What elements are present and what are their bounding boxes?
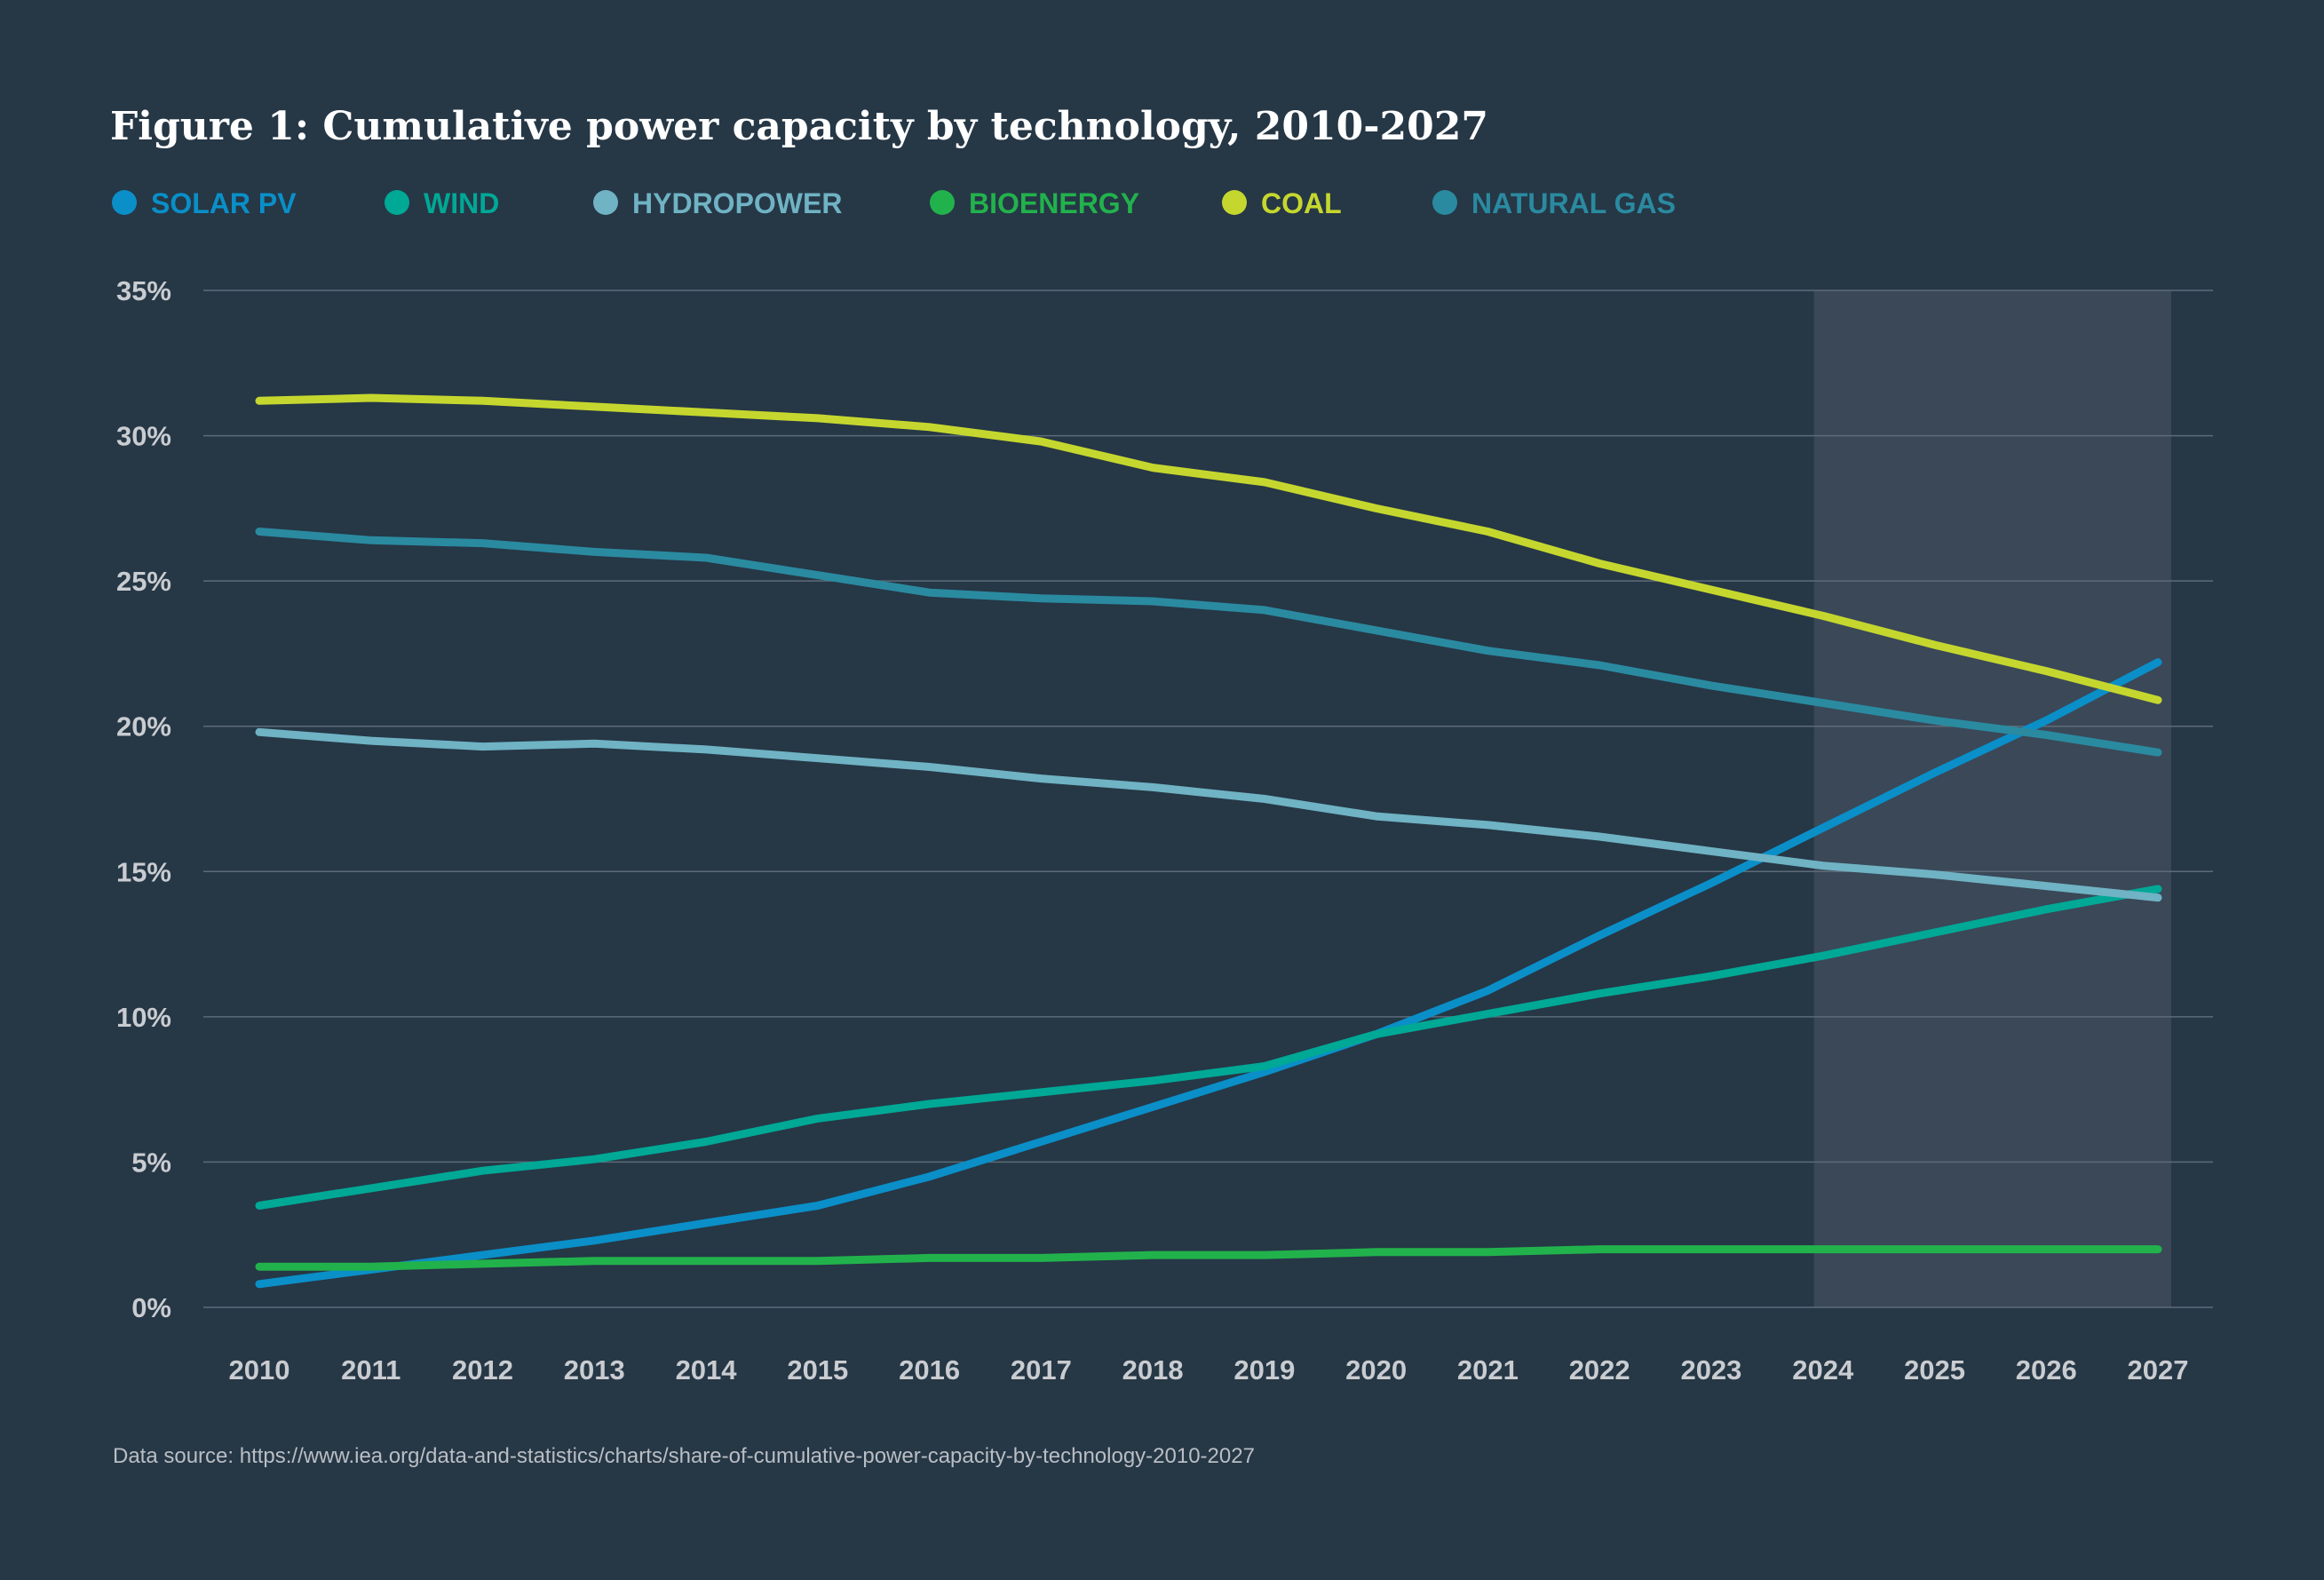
y-tick-label: 25% — [116, 566, 171, 597]
legend-item: NATURAL GAS — [1432, 187, 1676, 219]
x-tick-label: 2020 — [1345, 1354, 1407, 1385]
y-tick-label: 5% — [131, 1147, 171, 1178]
legend-marker — [1432, 190, 1457, 215]
legend-label: COAL — [1261, 187, 1342, 219]
y-tick-label: 15% — [116, 856, 171, 887]
legend-item: HYDROPOWER — [593, 187, 842, 219]
series-line-hydropower — [255, 727, 2162, 902]
x-tick-label: 2027 — [2128, 1354, 2189, 1385]
x-tick-label: 2011 — [341, 1354, 401, 1385]
y-tick-label: 35% — [116, 275, 171, 306]
legend-marker — [112, 190, 137, 215]
x-tick-label: 2026 — [2016, 1354, 2077, 1385]
legend-marker — [593, 190, 618, 215]
x-tick-label: 2025 — [1904, 1354, 1965, 1385]
x-tick-label: 2021 — [1457, 1354, 1519, 1385]
x-tick-label: 2013 — [564, 1354, 625, 1385]
legend-marker — [1222, 190, 1247, 215]
series-line-natural-gas — [255, 528, 2162, 757]
legend-label: SOLAR PV — [151, 187, 297, 219]
legend-item: COAL — [1222, 187, 1342, 219]
legend-item: SOLAR PV — [112, 187, 297, 219]
legend-marker — [385, 190, 409, 215]
x-tick-label: 2014 — [676, 1354, 738, 1385]
legend-marker — [930, 190, 955, 215]
x-tick-label: 2010 — [229, 1354, 290, 1385]
x-tick-label: 2018 — [1122, 1354, 1184, 1385]
series-line-bioenergy — [255, 1245, 2162, 1271]
forecast-shading — [1813, 290, 2171, 1307]
x-tick-label: 2023 — [1680, 1354, 1741, 1385]
x-tick-label: 2012 — [452, 1354, 513, 1385]
legend-label: BIOENERGY — [969, 187, 1139, 219]
series-line-coal — [255, 393, 2162, 704]
y-tick-label: 20% — [116, 711, 171, 742]
x-tick-label: 2024 — [1792, 1354, 1854, 1385]
legend-item: BIOENERGY — [930, 187, 1139, 219]
chart-title: Figure 1: Cumulative power capacity by t… — [110, 104, 1488, 149]
legend-item: WIND — [385, 187, 499, 219]
y-tick-label: 0% — [131, 1292, 171, 1323]
x-tick-label: 2019 — [1233, 1354, 1295, 1385]
y-axis-ticks: 0% 5% 10% 15% 20% 25% 30% 35% — [116, 275, 171, 1323]
y-tick-label: 10% — [116, 1002, 171, 1033]
series-line-solar-pv — [255, 658, 2162, 1289]
series-line-wind — [255, 885, 2162, 1210]
forecast-region — [1813, 290, 2171, 1307]
legend-label: WIND — [424, 187, 499, 219]
x-axis-ticks: 2010 2011 2012 2013 2014 2015 2016 2017 2018 2019… — [229, 1354, 2189, 1385]
legend-label: HYDROPOWER — [632, 187, 842, 219]
legend: SOLAR PV WIND HYDROPOWER BIOENERGY COAL NATUR… — [112, 187, 1676, 219]
series-lines — [255, 393, 2162, 1289]
x-tick-label: 2022 — [1569, 1354, 1630, 1385]
data-source: Data source: https://www.iea.org/data-an… — [113, 1444, 1255, 1468]
x-tick-label: 2015 — [787, 1354, 848, 1385]
y-tick-label: 30% — [116, 421, 171, 452]
legend-label: NATURAL GAS — [1471, 187, 1676, 219]
x-tick-label: 2016 — [899, 1354, 960, 1385]
x-tick-label: 2017 — [1011, 1354, 1072, 1385]
